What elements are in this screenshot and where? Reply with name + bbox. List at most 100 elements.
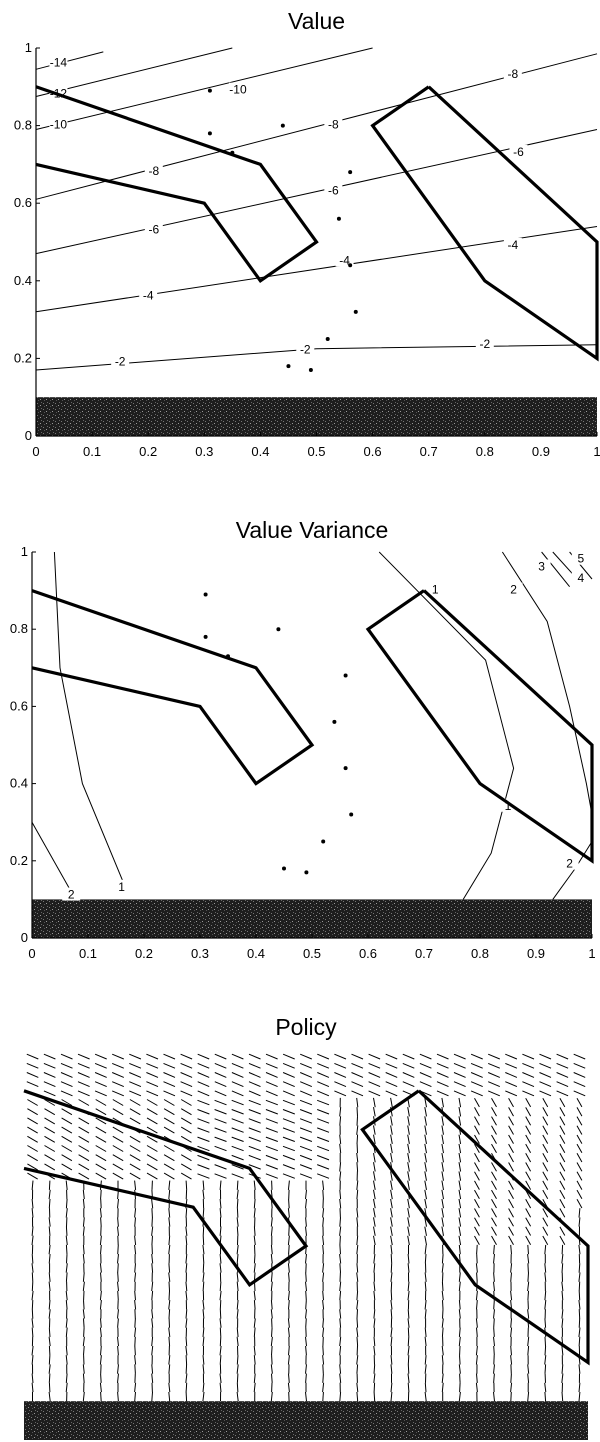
policy-arrow bbox=[163, 1172, 175, 1180]
policy-arrow bbox=[253, 1355, 256, 1365]
contour-label: -8 bbox=[148, 164, 159, 178]
policy-arrow bbox=[373, 1162, 376, 1172]
policy-arrow bbox=[282, 1145, 295, 1152]
policy-arrow bbox=[488, 1053, 500, 1060]
policy-arrow bbox=[48, 1345, 51, 1356]
policy-arrow bbox=[117, 1281, 119, 1292]
policy-arrow bbox=[493, 1254, 495, 1264]
policy-arrow bbox=[390, 1226, 393, 1236]
policy-arrow bbox=[146, 1126, 158, 1134]
policy-arrow bbox=[470, 1081, 483, 1088]
policy-arrow bbox=[510, 1373, 512, 1383]
policy-arrow bbox=[390, 1125, 393, 1135]
policy-arrow bbox=[214, 1062, 227, 1069]
policy-arrow bbox=[185, 1254, 188, 1264]
policy-arrow bbox=[299, 1099, 313, 1106]
policy-arrow bbox=[339, 1336, 342, 1347]
policy-arrow bbox=[527, 1290, 529, 1301]
policy-arrow bbox=[231, 1127, 244, 1133]
policy-arrow bbox=[317, 1154, 330, 1161]
policy-arrow bbox=[436, 1081, 449, 1088]
policy-arrow bbox=[470, 1072, 483, 1078]
policy-arrow bbox=[373, 1373, 376, 1383]
policy-arrow bbox=[556, 1053, 569, 1060]
policy-arrow bbox=[31, 1355, 34, 1365]
policy-arrow bbox=[48, 1327, 51, 1337]
policy-arrow bbox=[356, 1309, 358, 1319]
policy-arrow bbox=[390, 1143, 393, 1154]
sample-point bbox=[349, 812, 354, 817]
policy-arrow bbox=[134, 1318, 136, 1328]
policy-arrow bbox=[527, 1373, 530, 1383]
policy-arrow bbox=[385, 1053, 398, 1060]
policy-arrow bbox=[351, 1090, 364, 1097]
policy-arrow bbox=[356, 1355, 359, 1365]
policy-arrow bbox=[390, 1263, 393, 1273]
policy-arrow bbox=[488, 1090, 500, 1097]
policy-arrow bbox=[322, 1217, 324, 1227]
policy-arrow bbox=[510, 1382, 513, 1393]
x-tick-label: 1 bbox=[593, 444, 600, 459]
policy-arrow bbox=[493, 1309, 495, 1319]
policy-arrow bbox=[522, 1081, 535, 1088]
policy-arrow bbox=[82, 1244, 85, 1255]
obstacle-outline bbox=[23, 1089, 309, 1288]
policy-arrow bbox=[576, 1097, 583, 1108]
policy-arrow bbox=[488, 1081, 500, 1088]
policy-arrow bbox=[458, 1391, 461, 1402]
policy-arrow bbox=[373, 1345, 376, 1356]
policy-arrow bbox=[373, 1391, 376, 1402]
policy-arrow bbox=[270, 1226, 273, 1236]
policy-arrow bbox=[351, 1062, 364, 1069]
y-tick-label: 0.8 bbox=[14, 118, 32, 133]
policy-arrow bbox=[214, 1081, 227, 1088]
policy-arrow bbox=[436, 1072, 449, 1078]
policy-arrow bbox=[219, 1309, 222, 1319]
policy-arrow bbox=[270, 1364, 273, 1374]
policy-arrow bbox=[271, 1373, 273, 1383]
policy-arrow bbox=[525, 1143, 532, 1154]
policy-arrow bbox=[317, 1081, 330, 1088]
policy-arrow bbox=[202, 1327, 205, 1337]
policy-arrow bbox=[61, 1154, 73, 1162]
policy-arrow bbox=[265, 1081, 278, 1088]
policy-arrow bbox=[402, 1062, 415, 1069]
policy-arrow bbox=[185, 1263, 188, 1273]
policy-arrow bbox=[356, 1263, 359, 1273]
policy-arrow bbox=[180, 1053, 193, 1060]
policy-arrow bbox=[474, 1199, 480, 1209]
policy-arrow bbox=[458, 1364, 461, 1374]
policy-arrow bbox=[27, 1099, 38, 1106]
policy-arrow bbox=[542, 1125, 549, 1135]
contour-label-bg bbox=[324, 117, 343, 131]
policy-arrow bbox=[356, 1327, 359, 1337]
contour-label-bg bbox=[228, 82, 247, 96]
policy-arrow bbox=[356, 1244, 359, 1255]
policy-arrow bbox=[542, 1162, 549, 1172]
policy-arrow bbox=[458, 1327, 461, 1337]
contour-line bbox=[35, 129, 598, 255]
policy-arrow bbox=[151, 1345, 154, 1356]
policy-arrow bbox=[185, 1345, 188, 1356]
policy-arrow bbox=[134, 1290, 136, 1301]
policy-arrow bbox=[373, 1309, 376, 1319]
policy-arrow bbox=[441, 1373, 444, 1383]
policy-arrow bbox=[373, 1281, 376, 1292]
policy-arrow bbox=[95, 1145, 107, 1152]
policy-arrow bbox=[77, 1062, 90, 1069]
policy-arrow bbox=[253, 1382, 256, 1393]
policy-arrow bbox=[163, 1072, 176, 1078]
policy-arrow bbox=[299, 1127, 313, 1133]
policy-arrow bbox=[180, 1072, 193, 1078]
ground-band bbox=[32, 899, 592, 938]
policy-arrow bbox=[373, 1107, 376, 1117]
policy-arrow bbox=[491, 1217, 497, 1227]
policy-arrow bbox=[151, 1391, 153, 1402]
policy-arrow bbox=[48, 1336, 51, 1347]
y-tick-label: 0.4 bbox=[14, 273, 32, 288]
contour-label: -14 bbox=[50, 56, 68, 70]
policy-arrow bbox=[202, 1309, 205, 1319]
policy-arrow bbox=[491, 1235, 497, 1245]
policy-arrow bbox=[453, 1081, 466, 1088]
policy-arrow bbox=[542, 1208, 549, 1218]
